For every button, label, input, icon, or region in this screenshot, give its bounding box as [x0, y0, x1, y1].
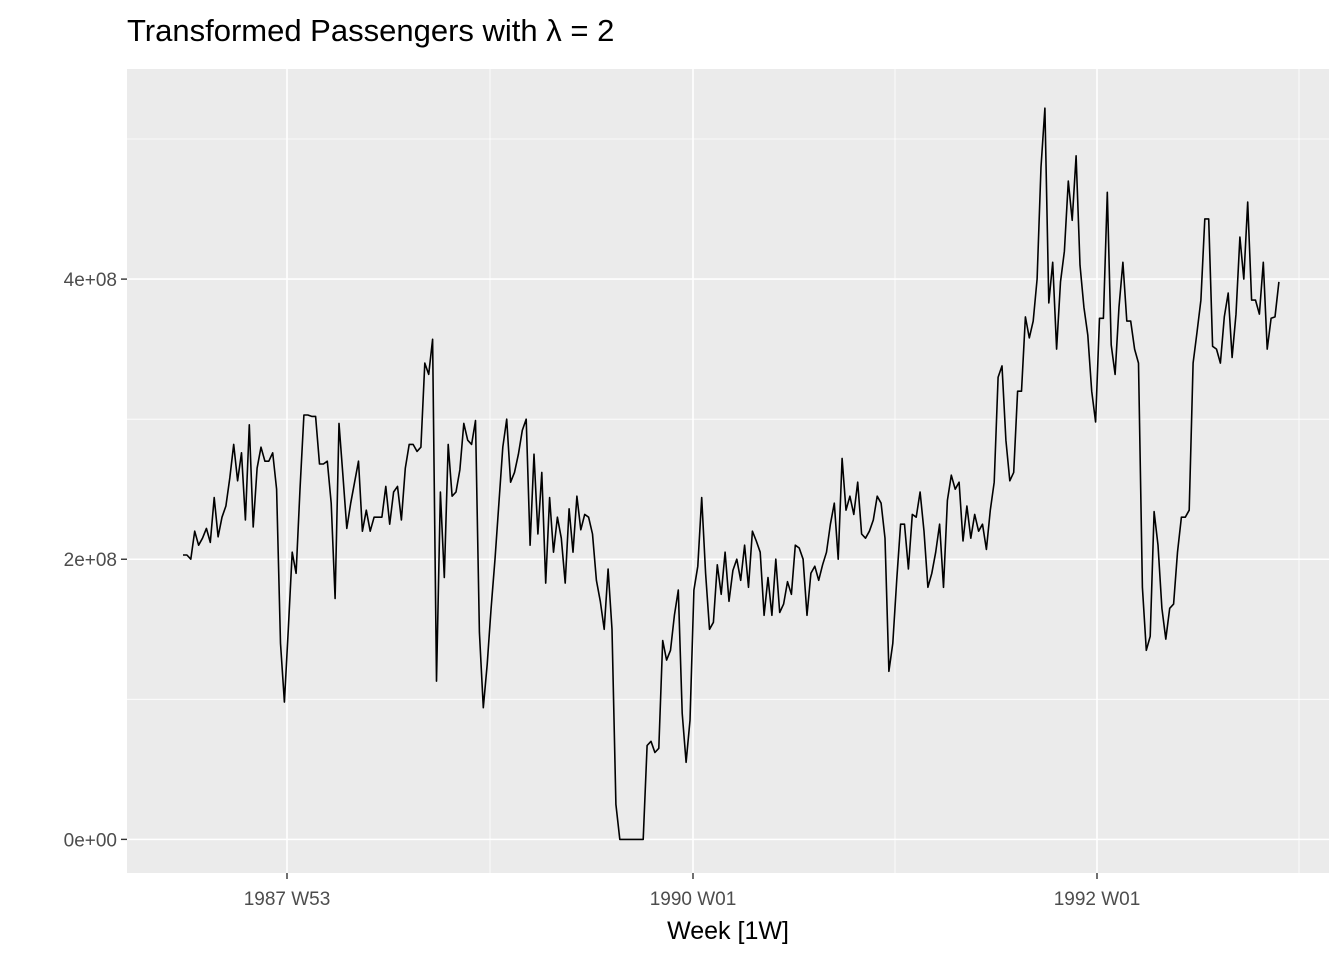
- x-axis-title: Week [1W]: [667, 917, 789, 945]
- major-grid: [127, 69, 1329, 873]
- y-tick-label: 2e+08: [64, 550, 117, 571]
- series-line: [183, 107, 1280, 841]
- x-axis: 1987 W53 1990 W01 1992 W01: [244, 873, 1141, 910]
- y-axis: 0e+00 2e+08 4e+08: [64, 270, 127, 851]
- plot-panel: [127, 69, 1329, 873]
- minor-grid: [127, 69, 1329, 873]
- chart-title: Transformed Passengers with λ = 2: [127, 13, 614, 48]
- y-tick-label: 0e+00: [64, 830, 117, 851]
- x-tick-label: 1992 W01: [1054, 889, 1141, 910]
- x-tick-label: 1987 W53: [244, 889, 331, 910]
- x-tick-label: 1990 W01: [650, 889, 737, 910]
- y-tick-label: 4e+08: [64, 270, 117, 291]
